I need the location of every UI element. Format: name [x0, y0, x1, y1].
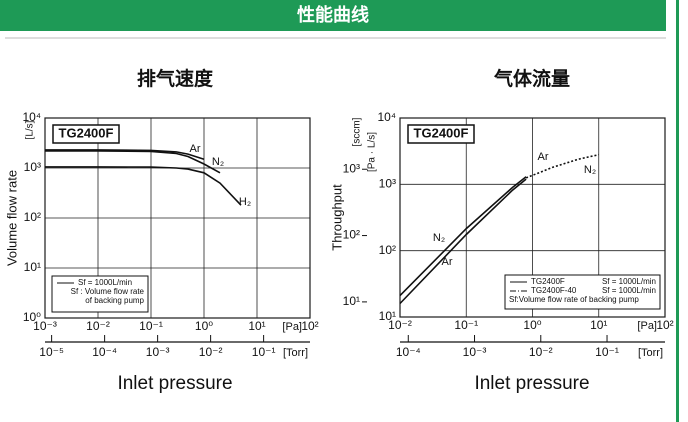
- y-tick-label: 10⁴: [22, 110, 41, 124]
- y-tick-label: 10²: [24, 210, 41, 224]
- x-unit: [Pa]: [282, 321, 302, 333]
- legend-text: TG2400F-40: [531, 286, 577, 295]
- x-tick-label: 10⁰: [523, 318, 541, 332]
- y-tick-label: 10³: [379, 177, 396, 191]
- model-label: TG2400F: [59, 125, 114, 140]
- chart-title: 气体流量: [493, 67, 570, 90]
- legend-box: [504, 274, 661, 310]
- model-label: TG2400F: [414, 125, 469, 140]
- x-tick-label: 10⁰: [195, 319, 213, 333]
- series-line: [399, 176, 527, 297]
- y2-tick-label: 10²: [343, 228, 360, 242]
- x-tick-label: 10⁻²: [388, 318, 412, 332]
- series-line: [399, 178, 527, 305]
- x2-tick-label: 10⁻²: [199, 345, 223, 359]
- curve-label: N₂: [433, 232, 445, 244]
- y-unit: [Pa · L/s]: [367, 132, 378, 172]
- x-tick-label: 10²: [656, 318, 673, 332]
- model-box: [407, 124, 475, 144]
- curve-label: H₂: [239, 196, 251, 208]
- y-axis-title: Throughput: [329, 184, 344, 251]
- x2-tick-label: 10⁻⁵: [39, 345, 64, 359]
- x2-tick-label: 10⁻⁴: [92, 345, 117, 359]
- legend-note: of backing pump: [85, 296, 144, 305]
- model-box: [52, 124, 120, 144]
- x2-tick-label: 10⁻¹: [595, 345, 619, 359]
- y2-tick-label: 10¹: [343, 294, 360, 308]
- series-line: [45, 149, 205, 160]
- y-axis-title: Volume flow rate: [4, 170, 19, 266]
- x-axis-title: Inlet pressure: [474, 373, 589, 394]
- x2-tick-label: 10⁻³: [463, 345, 487, 359]
- y-tick-label: 10⁴: [377, 110, 396, 124]
- x2-tick-label: 10⁻³: [146, 345, 170, 359]
- legend-note: Sf:Volume flow rate of backing pump: [509, 295, 639, 304]
- x2-tick-label: 10⁻⁴: [396, 345, 421, 359]
- series-line: [45, 166, 242, 206]
- x-tick-label: 10⁻²: [86, 319, 110, 333]
- header-title: 性能曲线: [297, 4, 369, 25]
- legend-box: [51, 275, 149, 313]
- curve-label: Ar: [190, 143, 201, 155]
- y2-unit: [sccm]: [352, 117, 363, 146]
- header-bar: [0, 0, 666, 31]
- y-tick-label: 10¹: [24, 260, 41, 274]
- series-line: [45, 150, 221, 174]
- y-tick-label: 10³: [24, 160, 41, 174]
- legend-extra: Sf = 1000L/min: [602, 286, 656, 295]
- curve-label: N₂: [212, 156, 224, 168]
- legend-text: Sf = 1000L/min: [78, 278, 132, 287]
- x-tick-label: 10⁻¹: [139, 319, 163, 333]
- y-tick-label: 10²: [379, 243, 396, 257]
- legend-note: Sf : Volume flow rate: [71, 287, 145, 296]
- chart-title: 排气速度: [137, 67, 214, 90]
- x2-unit: [Torr]: [283, 347, 308, 359]
- curve-label: N₂: [584, 164, 596, 176]
- x-unit: [Pa]: [637, 320, 657, 332]
- curve-label: Ar: [442, 256, 453, 268]
- x2-tick-label: 10⁻¹: [252, 345, 276, 359]
- x-tick-label: 10¹: [590, 318, 607, 332]
- y-unit: [L/s]: [25, 120, 36, 139]
- x2-unit: [Torr]: [638, 347, 663, 359]
- curve-label: Ar: [538, 151, 549, 163]
- x-axis-title: Inlet pressure: [117, 373, 232, 394]
- x-tick-label: 10⁻³: [33, 319, 57, 333]
- x-tick-label: 10⁻¹: [454, 318, 478, 332]
- legend-text: TG2400F: [531, 277, 565, 286]
- legend-extra: Sf = 1000L/min: [602, 277, 656, 286]
- x-tick-label: 10²: [301, 319, 318, 333]
- y-tick-label: 10⁰: [23, 310, 41, 324]
- y-tick-label: 10¹: [379, 309, 396, 323]
- y2-tick-label: 10³: [343, 161, 360, 175]
- x2-tick-label: 10⁻²: [529, 345, 553, 359]
- side-strip: [676, 0, 679, 422]
- x-tick-label: 10¹: [248, 319, 265, 333]
